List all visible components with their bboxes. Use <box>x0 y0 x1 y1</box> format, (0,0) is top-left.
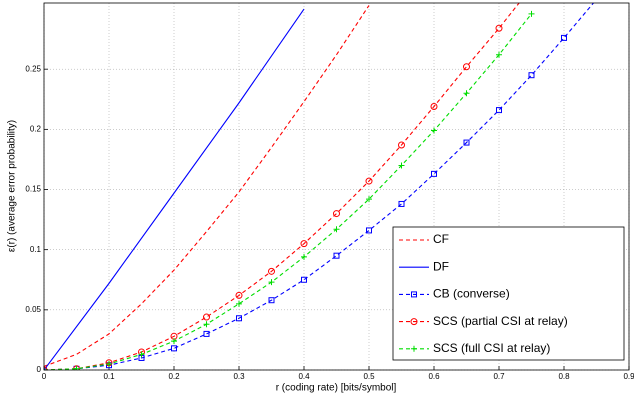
y-tick-label: 0.15 <box>25 185 41 194</box>
x-axis-label: r (coding rate) [bits/symbol] <box>276 383 397 394</box>
y-tick-label: 0 <box>37 365 42 374</box>
marker <box>203 313 210 321</box>
marker <box>528 10 535 17</box>
marker <box>431 127 437 134</box>
x-tick-label: 0.4 <box>298 372 310 381</box>
marker <box>411 291 417 298</box>
marker <box>300 240 308 248</box>
marker <box>236 300 242 307</box>
y-tick-label: 0.25 <box>25 64 41 73</box>
marker <box>203 330 210 337</box>
series-line <box>44 3 520 370</box>
marker <box>333 226 340 233</box>
marker <box>430 102 438 110</box>
marker <box>398 141 405 149</box>
marker <box>138 351 145 358</box>
marker <box>268 297 275 304</box>
marker <box>561 34 567 41</box>
axes-box <box>43 2 630 371</box>
marker <box>365 177 373 185</box>
x-tick-label: 0.8 <box>558 372 570 381</box>
marker <box>235 291 243 299</box>
series-line <box>44 13 532 370</box>
marker <box>268 279 275 286</box>
marker <box>203 321 210 328</box>
marker <box>411 345 417 352</box>
legend-label: DF <box>433 259 449 273</box>
marker <box>268 267 275 275</box>
y-tick-label: 0.1 <box>30 245 42 254</box>
legend-label: SCS (full CSI at relay) <box>433 341 550 355</box>
marker <box>73 365 80 370</box>
marker <box>496 51 502 58</box>
marker <box>496 107 502 114</box>
marker <box>398 200 405 207</box>
marker <box>594 0 599 2</box>
x-tick-label: 0.2 <box>168 372 180 381</box>
series-line <box>44 3 595 370</box>
x-tick-label: 0.6 <box>428 372 440 381</box>
legend-label: SCS (partial CSI at relay) <box>433 314 568 328</box>
x-tick-label: 0 <box>42 372 47 381</box>
marker <box>366 227 372 234</box>
series-line <box>44 8 305 370</box>
x-tick-label: 0.9 <box>623 372 634 381</box>
marker <box>495 24 503 32</box>
y-tick-label: 0.05 <box>25 305 41 314</box>
marker <box>463 90 470 97</box>
x-tick-label: 0.5 <box>363 372 375 381</box>
marker <box>463 139 470 146</box>
y-axis-label: ε(r) (average error probability) <box>7 120 18 252</box>
marker <box>410 318 418 326</box>
y-tick-label: 0.2 <box>30 124 42 133</box>
marker <box>463 63 470 71</box>
marker <box>106 360 112 367</box>
marker <box>301 276 307 283</box>
x-tick-label: 0.3 <box>233 372 245 381</box>
marker <box>301 253 307 260</box>
series-layer <box>44 0 599 370</box>
marker <box>171 338 177 345</box>
x-tick-label: 0.1 <box>103 372 115 381</box>
x-tick-label: 0.7 <box>493 372 505 381</box>
legend-label: CB (converse) <box>433 287 510 301</box>
marker <box>333 252 340 259</box>
legend-label: CF <box>433 232 449 246</box>
marker <box>366 196 372 203</box>
marker <box>171 345 177 352</box>
marker <box>431 170 437 177</box>
marker <box>398 162 405 169</box>
marker <box>528 72 535 79</box>
legend-box <box>392 226 625 361</box>
legend: CF DF CB (converse) SCS (partial CSI at rel… <box>392 226 625 361</box>
marker <box>236 315 242 322</box>
marker <box>333 210 340 218</box>
